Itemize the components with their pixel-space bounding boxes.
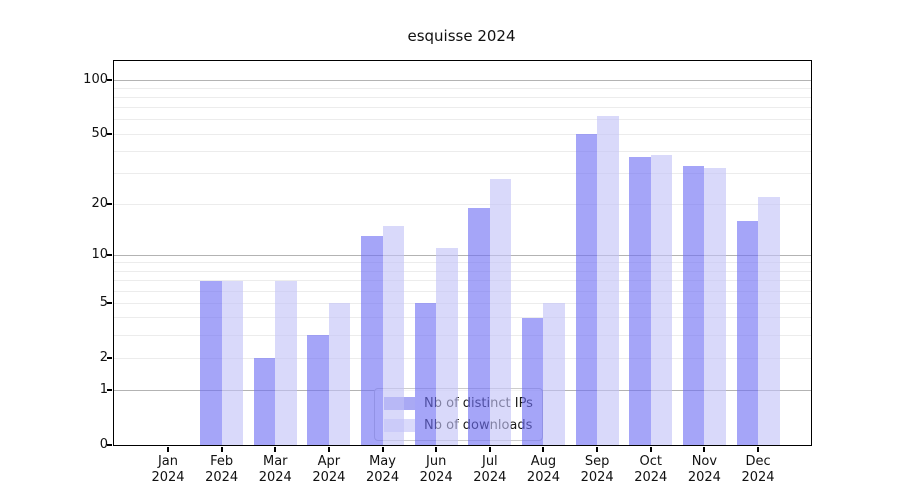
bar-distinct-ips-may — [361, 236, 383, 445]
gridline-minor-3 — [114, 334, 811, 336]
x-tick-label-aug: Aug 2024 — [526, 454, 561, 485]
gridline-minor-4 — [114, 317, 811, 319]
bar-distinct-ips-jun — [414, 303, 437, 445]
bar-downloads-mar — [275, 280, 297, 445]
gridline-minor-90 — [114, 87, 811, 89]
y-tick-label-1: 1 — [99, 382, 108, 398]
gridline-minor-80 — [114, 96, 811, 98]
bar-distinct-ips-mar — [253, 358, 276, 445]
y-tick-label-100: 100 — [83, 72, 108, 87]
gridline-minor-8 — [114, 270, 811, 272]
x-tick-label-mar: Mar 2024 — [258, 454, 292, 485]
x-tick-label-feb: Feb 2024 — [205, 454, 239, 485]
y-tick-mark-10 — [107, 254, 112, 257]
x-tick-label-dec: Dec 2024 — [741, 454, 775, 485]
bar-downloads-may — [382, 225, 405, 445]
bar-downloads-jun — [436, 248, 458, 445]
gridline-minor-7 — [114, 280, 811, 282]
bar-distinct-ips-oct — [629, 157, 651, 445]
bar-distinct-ips-nov — [682, 166, 705, 445]
y-tick-mark-5 — [107, 302, 112, 305]
gridline-minor-70 — [114, 107, 811, 109]
bar-downloads-nov — [704, 168, 726, 445]
bar-downloads-oct — [650, 155, 673, 445]
bar-downloads-apr — [328, 303, 351, 445]
gridline-minor-50 — [114, 133, 811, 135]
x-tick-mark-jun — [435, 447, 438, 452]
gridline-minor-40 — [114, 150, 811, 152]
x-tick-mark-jul — [488, 447, 491, 452]
plot-area: Nb of distinct IPs Nb of downloads 10050… — [83, 60, 812, 485]
gridline-minor-60 — [114, 119, 811, 121]
bar-distinct-ips-apr — [307, 335, 329, 445]
bar-distinct-ips-jul — [468, 208, 490, 445]
bar-distinct-ips-dec — [736, 220, 759, 445]
y-tick-label-5: 5 — [99, 295, 108, 311]
gridline-minor-9 — [114, 262, 811, 264]
x-tick-mark-mar — [274, 447, 277, 452]
x-tick-label-nov: Nov 2024 — [687, 454, 721, 485]
gridline-minor-20 — [114, 203, 811, 205]
x-tick-mark-nov — [703, 447, 706, 452]
chart-title: esquisse 2024 — [407, 27, 516, 45]
gridline-minor-2 — [114, 357, 811, 359]
x-tick-label-oct: Oct 2024 — [634, 454, 668, 485]
bar-downloads-aug — [543, 303, 565, 445]
y-tick-mark-100 — [107, 79, 112, 81]
bar-downloads-sep — [597, 116, 619, 445]
gridline-major-10 — [114, 254, 811, 256]
x-tick-mark-apr — [327, 447, 330, 452]
y-tick-mark-20 — [107, 203, 112, 206]
y-tick-label-10: 10 — [91, 247, 108, 263]
bar-distinct-ips-sep — [575, 134, 598, 445]
y-tick-mark-1 — [107, 389, 112, 392]
x-tick-mark-oct — [649, 447, 652, 452]
gridline-minor-6 — [114, 290, 811, 292]
gridline-major-100 — [114, 79, 811, 81]
x-tick-label-may: May 2024 — [366, 454, 400, 485]
x-tick-mark-sep — [596, 447, 599, 452]
gridline-minor-30 — [114, 172, 811, 174]
y-tick-mark-0 — [107, 444, 112, 446]
bar-downloads-jul — [489, 178, 512, 445]
y-tick-mark-2 — [107, 357, 112, 360]
bar-downloads-dec — [758, 197, 780, 445]
y-tick-label-0: 0 — [99, 437, 108, 452]
x-tick-mark-jan — [167, 447, 169, 452]
gridline-minor-5 — [114, 302, 811, 304]
x-tick-label-jul: Jul 2024 — [473, 454, 507, 485]
y-tick-label-20: 20 — [91, 196, 108, 212]
x-tick-label-apr: Apr 2024 — [312, 454, 346, 485]
x-tick-mark-aug — [542, 447, 545, 452]
x-tick-mark-may — [381, 447, 384, 452]
y-tick-mark-50 — [107, 133, 112, 136]
bar-downloads-feb — [221, 280, 244, 445]
x-tick-label-sep: Sep 2024 — [580, 454, 614, 485]
x-tick-label-jun: Jun 2024 — [419, 454, 453, 485]
y-tick-label-50: 50 — [91, 126, 108, 142]
x-tick-mark-dec — [757, 447, 760, 452]
x-tick-label-jan: Jan 2024 — [151, 454, 185, 485]
y-tick-label-2: 2 — [99, 350, 108, 366]
bar-distinct-ips-feb — [200, 280, 222, 445]
bar-distinct-ips-aug — [521, 317, 544, 445]
x-tick-mark-feb — [220, 447, 223, 452]
